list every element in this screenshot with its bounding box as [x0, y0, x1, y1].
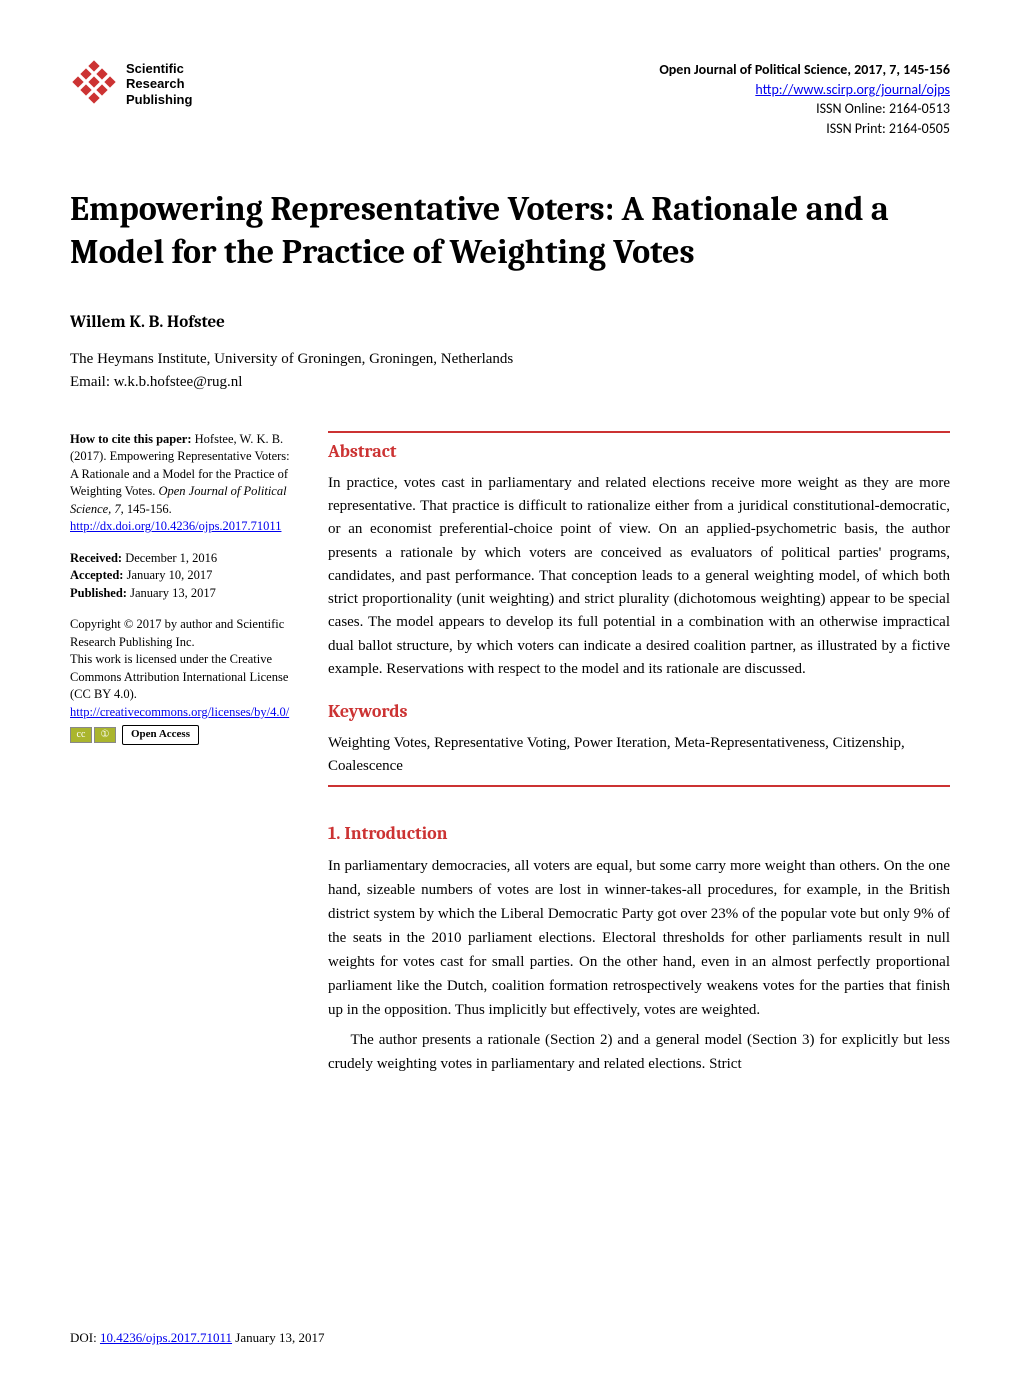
footer-date: January 13, 2017	[232, 1330, 324, 1345]
published-date: January 13, 2017	[127, 586, 216, 600]
publisher-logo-block: ScientificResearchPublishing	[70, 60, 192, 108]
how-to-cite-label: How to cite this paper:	[70, 432, 192, 446]
keywords-rule	[328, 785, 950, 787]
journal-url-link[interactable]: http://www.scirp.org/journal/ojps	[755, 81, 950, 98]
published-label: Published:	[70, 586, 127, 600]
author-name: Willem K. B. Hofstee	[70, 313, 950, 332]
author-affiliation: The Heymans Institute, University of Gro…	[70, 348, 950, 371]
footer-doi-label: DOI:	[70, 1330, 100, 1345]
abstract-body: In practice, votes cast in parliamentary…	[328, 472, 950, 681]
doi-link[interactable]: http://dx.doi.org/10.4236/ojps.2017.7101…	[70, 519, 281, 533]
license-text: This work is licensed under the Creative…	[70, 652, 288, 701]
issn-print: ISSN Print: 2164-0505	[659, 119, 950, 139]
main-content: Abstract In practice, votes cast in parl…	[328, 431, 950, 1082]
citation-pages: 145-156.	[124, 502, 172, 516]
abstract-rule	[328, 431, 950, 433]
cc-icon: cc	[70, 727, 92, 743]
received-label: Received:	[70, 551, 122, 565]
cc-badge-row: cc ① Open Access	[70, 725, 298, 744]
intro-paragraph-2: The author presents a rationale (Section…	[328, 1028, 950, 1076]
accepted-date: January 10, 2017	[123, 568, 212, 582]
accepted-label: Accepted:	[70, 568, 123, 582]
cc-icons: cc ①	[70, 727, 116, 743]
publisher-logo-text: ScientificResearchPublishing	[126, 61, 192, 108]
page-header: ScientificResearchPublishing Open Journa…	[70, 60, 950, 138]
received-date: December 1, 2016	[122, 551, 217, 565]
dates-block: Received: December 1, 2016 Accepted: Jan…	[70, 550, 298, 603]
publisher-logo-icon	[70, 60, 118, 108]
metadata-sidebar: How to cite this paper: Hofstee, W. K. B…	[70, 431, 298, 759]
open-access-badge: Open Access	[122, 725, 199, 744]
citation-block: How to cite this paper: Hofstee, W. K. B…	[70, 431, 298, 536]
copyright-block: Copyright © 2017 by author and Scientifi…	[70, 616, 298, 744]
issn-online: ISSN Online: 2164-0513	[659, 99, 950, 119]
intro-paragraph-1: In parliamentary democracies, all voters…	[328, 854, 950, 1022]
introduction-heading: 1. Introduction	[328, 823, 950, 844]
journal-info-block: Open Journal of Political Science, 2017,…	[659, 60, 950, 138]
content-columns: How to cite this paper: Hofstee, W. K. B…	[70, 431, 950, 1082]
keywords-body: Weighting Votes, Representative Voting, …	[328, 732, 950, 777]
author-email: Email: w.k.b.hofstee@rug.nl	[70, 374, 950, 391]
footer-doi-link[interactable]: 10.4236/ojps.2017.71011	[100, 1330, 232, 1345]
page-footer: DOI: 10.4236/ojps.2017.71011 January 13,…	[70, 1330, 324, 1346]
copyright-text: Copyright © 2017 by author and Scientifi…	[70, 617, 284, 649]
keywords-heading: Keywords	[328, 701, 950, 722]
abstract-heading: Abstract	[328, 441, 950, 462]
journal-citation-line: Open Journal of Political Science, 2017,…	[659, 60, 950, 80]
license-url-link[interactable]: http://creativecommons.org/licenses/by/4…	[70, 705, 289, 719]
article-title: Empowering Representative Voters: A Rati…	[70, 188, 950, 273]
cc-by-icon: ①	[94, 727, 116, 743]
